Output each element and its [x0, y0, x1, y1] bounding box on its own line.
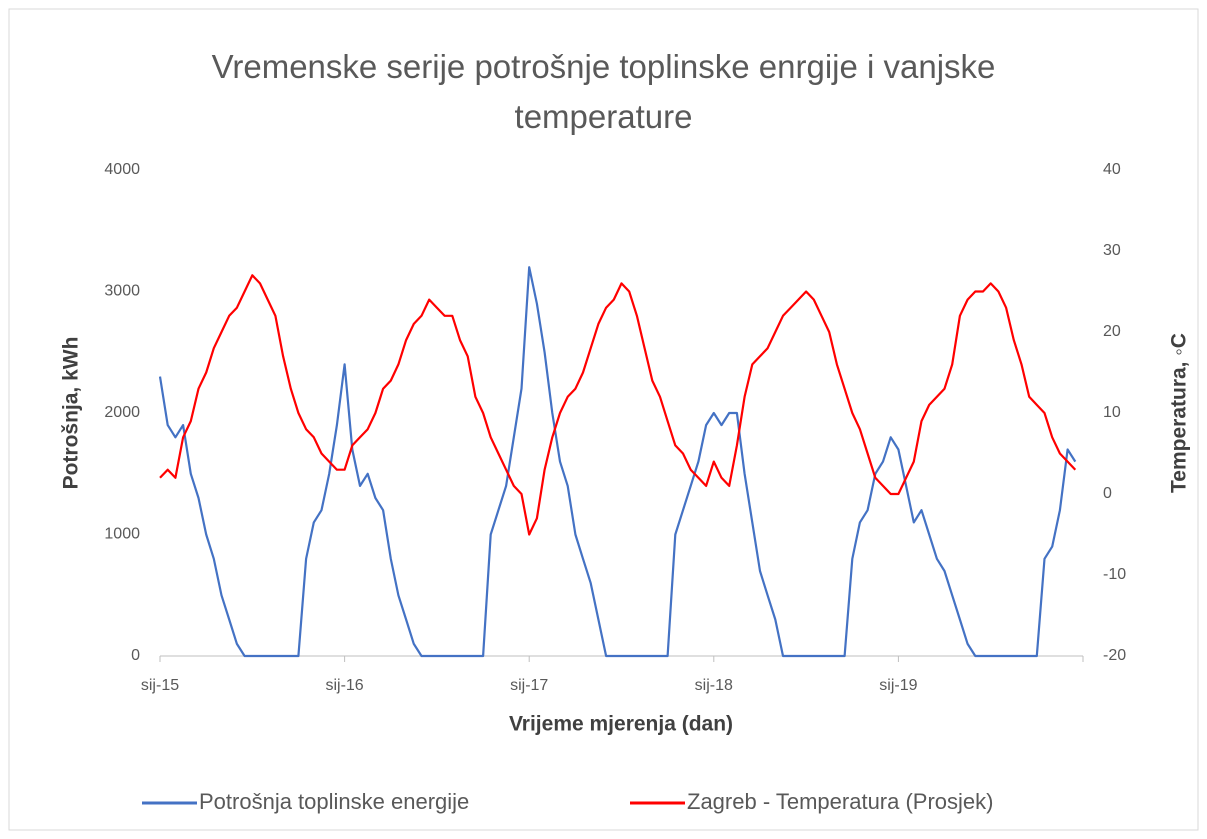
y-tick-label: 3000: [104, 283, 140, 300]
legend-label: Potrošnja toplinske energije: [199, 789, 469, 814]
series-line: [159, 274, 1077, 536]
y2-axis-title: Temperatura, ◦C: [1168, 333, 1191, 493]
x-tick-label: sij-17: [510, 677, 548, 694]
y-tick-label: 1000: [104, 526, 140, 543]
y-tick-label: 2000: [104, 404, 140, 421]
legend-label: Zagreb - Temperatura (Prosjek): [687, 789, 994, 814]
x-tick-label: sij-18: [695, 677, 733, 694]
chart-title: Vremenske serije potrošnje toplinske enr…: [211, 48, 996, 135]
y2-tick-label: 0: [1103, 485, 1112, 502]
x-axis-title: Vrijeme mjerenja (dan): [509, 713, 733, 736]
x-tick-label: sij-19: [879, 677, 917, 694]
y2-tick-label: -10: [1103, 566, 1126, 583]
chart-border: [8, 8, 1199, 831]
x-tick-label: sij-15: [141, 677, 179, 694]
y-axis-title: Potrošnja, kWh: [60, 337, 83, 490]
y2-tick-label: 30: [1103, 242, 1121, 259]
y2-tick-label: -20: [1103, 647, 1126, 664]
y-tick-label: 0: [131, 647, 140, 664]
x-tick-label: sij-16: [325, 677, 363, 694]
y2-tick-label: 10: [1103, 404, 1121, 421]
series-line: [158, 266, 1077, 658]
y2-tick-label: 40: [1103, 161, 1121, 178]
y2-tick-label: 20: [1103, 323, 1121, 340]
y-tick-label: 4000: [104, 161, 140, 178]
